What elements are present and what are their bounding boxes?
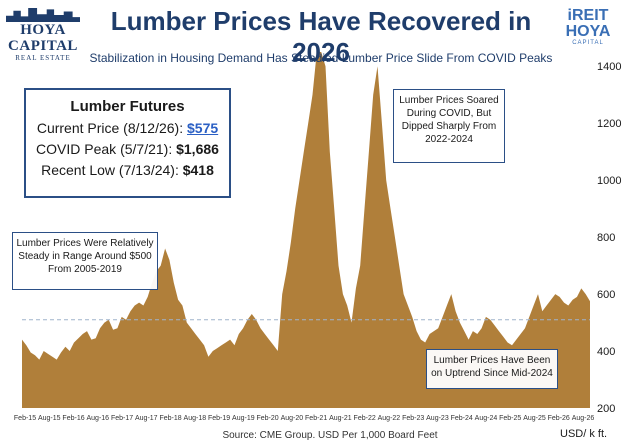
x-tick-label: Aug-20: [281, 415, 304, 422]
y-axis-unit: USD/ k ft.: [560, 428, 608, 440]
x-tick-label: Feb-15: [14, 415, 36, 422]
y-tick-label: 1200: [597, 118, 621, 130]
y-axis-ticks: 200 400 600 800 1000 1200 1400: [597, 61, 621, 415]
x-tick-label: Aug-24: [475, 415, 498, 422]
annotation-steady: Lumber Prices Were Relatively Steady in …: [12, 232, 158, 290]
x-tick-label: Feb-24: [451, 415, 473, 422]
annotation-covid: Lumber Prices Soared During COVID, But D…: [393, 89, 505, 163]
x-tick-label: Aug-23: [426, 415, 449, 422]
x-tick-label: Feb-17: [111, 415, 133, 422]
annotation-uptrend: Lumber Prices Have Been on Uptrend Since…: [426, 349, 558, 389]
x-tick-label: Aug-15: [38, 415, 61, 422]
y-tick-label: 1000: [597, 175, 621, 187]
skyline-icon: [6, 8, 80, 22]
y-tick-label: 800: [597, 232, 615, 244]
chart-title: Lumber Prices Have Recovered in 2026: [110, 6, 532, 67]
recent-low-value: $418: [182, 162, 214, 178]
current-price-link[interactable]: $575: [187, 120, 219, 136]
covid-peak-row: COVID Peak (5/7/21): $1,686: [26, 141, 229, 157]
covid-peak-value: $1,686: [176, 141, 219, 157]
y-tick-label: 200: [597, 403, 615, 415]
recent-low-row: Recent Low (7/13/24): $418: [26, 162, 229, 178]
futures-heading: Lumber Futures: [70, 98, 185, 115]
logo-left-subtext: REAL ESTATE: [15, 54, 71, 62]
y-tick-label: 1400: [597, 61, 621, 73]
x-tick-label: Aug-19: [232, 415, 255, 422]
source-note: Source: CME Group. USD Per 1,000 Board F…: [222, 430, 438, 441]
logo-left-text: HOYA CAPITAL: [8, 22, 78, 54]
x-tick-label: Aug-22: [378, 415, 401, 422]
y-tick-label: 600: [597, 289, 615, 301]
hoya-capital-logo: HOYA CAPITAL REAL ESTATE: [6, 8, 80, 62]
x-tick-label: Aug-17: [135, 415, 158, 422]
x-tick-label: Aug-16: [86, 415, 109, 422]
chart-subtitle: Stabilization in Housing Demand Has Stea…: [89, 51, 553, 65]
recent-low-label: Recent Low (7/13/24):: [41, 162, 179, 178]
x-tick-label: Feb-22: [354, 415, 376, 422]
x-tick-label: Feb-18: [159, 415, 181, 422]
current-price-label: Current Price (8/12/26):: [36, 120, 184, 136]
ireit-hoya-logo: iREIT HOYA CAPITAL: [556, 7, 620, 47]
x-axis-ticks: Feb-15 Aug-15 Feb-16 Aug-16 Feb-17 Aug-17 Feb-…: [14, 415, 594, 422]
x-tick-label: Feb-21: [305, 415, 327, 422]
covid-peak-label: COVID Peak (5/7/21):: [36, 141, 173, 157]
x-tick-label: Aug-21: [329, 415, 352, 422]
lumber-price-area: [22, 52, 590, 408]
y-tick-label: 400: [597, 346, 615, 358]
x-tick-label: Aug-18: [184, 415, 207, 422]
x-tick-label: Feb-20: [257, 415, 279, 422]
x-tick-label: Feb-16: [62, 415, 84, 422]
x-tick-label: Feb-23: [402, 415, 424, 422]
x-tick-label: Feb-26: [548, 415, 570, 422]
x-tick-label: Aug-26: [572, 415, 595, 422]
current-price-row: Current Price (8/12/26): $575: [26, 120, 229, 136]
lumber-futures-box: Lumber Futures Current Price (8/12/26): …: [24, 88, 231, 198]
logo-right-line1: iREIT: [567, 7, 609, 24]
logo-right-line3: CAPITAL: [572, 40, 604, 46]
x-tick-label: Feb-19: [208, 415, 230, 422]
logo-right-line2: HOYA: [565, 23, 611, 40]
x-tick-label: Feb-25: [499, 415, 521, 422]
x-tick-label: Aug-25: [523, 415, 546, 422]
